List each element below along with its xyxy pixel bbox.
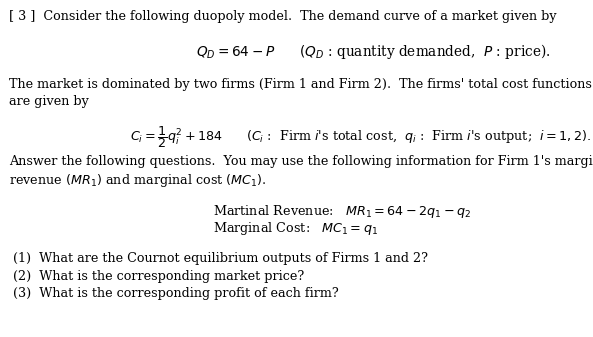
Text: Martinal Revenue:   $MR_1 = 64 - 2q_1 - q_2$: Martinal Revenue: $MR_1 = 64 - 2q_1 - q_… <box>213 203 472 220</box>
Text: $Q_D = 64 - P$      $(Q_D$ : quantity demanded,  $P$ : price).: $Q_D = 64 - P$ $(Q_D$ : quantity demande… <box>196 42 550 61</box>
Text: $C_i = \dfrac{1}{2}q_i^2 + 184$      $(C_i$ :  Firm $i$'s total cost,  $q_i$ :  : $C_i = \dfrac{1}{2}q_i^2 + 184$ $(C_i$ :… <box>130 124 592 150</box>
Text: (2)  What is the corresponding market price?: (2) What is the corresponding market pri… <box>9 270 304 283</box>
Text: (3)  What is the corresponding profit of each firm?: (3) What is the corresponding profit of … <box>9 287 339 300</box>
Text: (1)  What are the Cournot equilibrium outputs of Firms 1 and 2?: (1) What are the Cournot equilibrium out… <box>9 252 428 265</box>
Text: [ 3 ]  Consider the following duopoly model.  The demand curve of a market given: [ 3 ] Consider the following duopoly mod… <box>9 10 556 23</box>
Text: Answer the following questions.  You may use the following information for Firm : Answer the following questions. You may … <box>9 155 593 168</box>
Text: The market is dominated by two firms (Firm 1 and Firm 2).  The firms' total cost: The market is dominated by two firms (Fi… <box>9 78 592 91</box>
Text: Marginal Cost:   $MC_1 = q_1$: Marginal Cost: $MC_1 = q_1$ <box>213 220 378 237</box>
Text: are given by: are given by <box>9 95 89 108</box>
Text: revenue $(MR_1)$ and marginal cost $(MC_1)$.: revenue $(MR_1)$ and marginal cost $(MC_… <box>9 172 266 189</box>
